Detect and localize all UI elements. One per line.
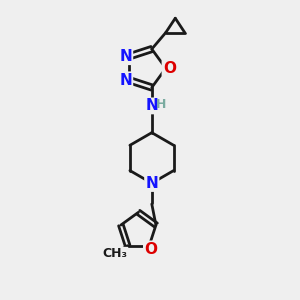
Text: N: N — [146, 176, 158, 191]
Text: N: N — [119, 49, 132, 64]
Text: O: O — [163, 61, 176, 76]
Text: H: H — [156, 98, 166, 111]
Text: N: N — [146, 98, 158, 113]
Text: O: O — [144, 242, 157, 257]
Text: CH₃: CH₃ — [103, 248, 128, 260]
Text: N: N — [119, 73, 132, 88]
